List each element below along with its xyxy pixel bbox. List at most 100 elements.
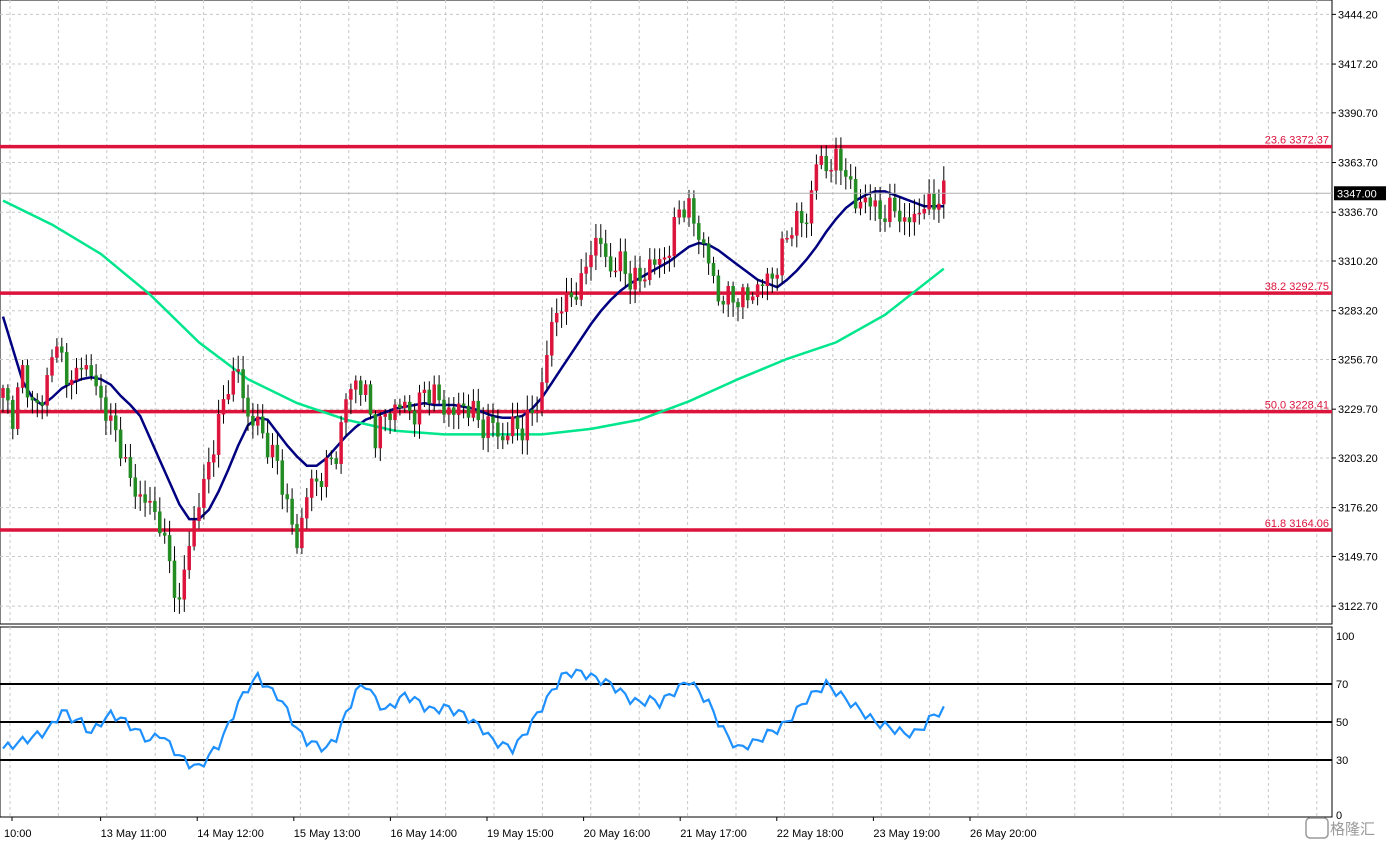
candle-body xyxy=(324,457,329,487)
price-tick-label: 3122.70 xyxy=(1338,601,1378,613)
candle-body xyxy=(466,405,471,418)
current-price-marker: 3347.00 xyxy=(0,186,1386,201)
candle-body xyxy=(721,300,726,305)
candle-body xyxy=(868,197,873,207)
candle-body xyxy=(275,444,280,461)
candle-body xyxy=(383,413,387,417)
candle-body xyxy=(461,403,466,407)
candle-body xyxy=(863,197,868,203)
candle-body xyxy=(187,545,191,571)
candle-body xyxy=(393,404,397,421)
price-axis: 3444.20 3417.20 3390.70 3363.70 3336.70 3310.… xyxy=(1332,9,1378,613)
candle-body xyxy=(505,435,510,441)
candle-body xyxy=(736,302,740,308)
candle-body xyxy=(902,217,907,222)
candle-body xyxy=(706,243,711,264)
candle-body xyxy=(530,409,534,414)
moving-average-line xyxy=(2,199,945,436)
watermark-logo-icon xyxy=(1305,817,1329,839)
candle-body xyxy=(809,190,814,224)
candle-body xyxy=(799,210,804,224)
candle-body xyxy=(412,410,417,425)
candle-body xyxy=(442,399,446,415)
candle-body xyxy=(824,155,828,172)
candle-body xyxy=(11,399,15,429)
candle-body xyxy=(535,410,539,414)
candle-body xyxy=(603,243,608,257)
candle-body xyxy=(456,403,461,415)
candle-body xyxy=(6,388,10,401)
candle-body xyxy=(613,270,618,273)
candle-body xyxy=(74,367,79,381)
candle-body xyxy=(657,258,662,265)
candle-body xyxy=(69,379,74,385)
price-tick-label: 3203.20 xyxy=(1338,453,1378,465)
time-tick-label: 26 May 20:00 xyxy=(970,828,1037,840)
price-tick-label: 3444.20 xyxy=(1338,9,1378,21)
candle-body xyxy=(432,384,436,404)
candle-body xyxy=(427,389,432,404)
candle-body xyxy=(628,273,632,290)
candle-body xyxy=(251,416,255,426)
candle-body xyxy=(643,279,647,282)
candle-body xyxy=(814,164,819,191)
price-tick-label: 3176.20 xyxy=(1338,503,1378,515)
candle-body xyxy=(344,399,348,423)
candle-body xyxy=(564,292,569,312)
candle-body xyxy=(197,507,201,521)
candle-body xyxy=(60,346,64,353)
candle-body xyxy=(638,267,642,282)
candle-body xyxy=(594,237,598,256)
candle-body xyxy=(491,416,495,423)
candle-body xyxy=(848,176,853,180)
price-tick-label: 3336.70 xyxy=(1338,207,1378,219)
time-tick-label: 20 May 16:00 xyxy=(584,828,651,840)
candle-body xyxy=(30,396,35,401)
candle-body xyxy=(844,170,848,177)
candle-body xyxy=(89,365,93,376)
candle-body xyxy=(123,457,128,459)
candle-body xyxy=(148,500,152,503)
candle-body xyxy=(104,397,108,421)
candle-body xyxy=(731,286,735,303)
candle-body xyxy=(623,251,628,274)
candle-body xyxy=(574,296,579,300)
candle-body xyxy=(579,273,583,300)
candle-body xyxy=(741,287,745,308)
fib-level-label: 38.2 3292.75 xyxy=(1265,281,1329,293)
fib-level-label: 50.0 3228.41 xyxy=(1265,400,1329,412)
candle-body xyxy=(280,460,285,495)
candle-body xyxy=(79,367,84,370)
candle-body xyxy=(403,401,407,409)
candle-body xyxy=(285,494,289,500)
candle-body xyxy=(113,415,118,431)
candle-body xyxy=(760,284,765,286)
candle-body xyxy=(236,369,240,372)
candle-body xyxy=(221,399,226,415)
candle-body xyxy=(290,498,294,525)
candle-body xyxy=(648,259,652,280)
candle-body xyxy=(177,597,182,600)
candle-body xyxy=(501,436,505,441)
fib-level-label: 23.6 3372.37 xyxy=(1265,135,1329,147)
candle-body xyxy=(260,416,265,434)
candle-body xyxy=(378,416,383,449)
candle-body xyxy=(363,384,368,395)
candle-body xyxy=(942,180,946,205)
candle-body xyxy=(682,209,686,218)
candle-body xyxy=(927,193,931,210)
candle-body xyxy=(726,286,730,305)
time-tick-label: 16 May 14:00 xyxy=(390,828,457,840)
candle-body xyxy=(437,384,441,401)
candle-body xyxy=(515,416,520,430)
candle-body xyxy=(40,402,44,406)
candle-body xyxy=(358,380,363,395)
candle-body xyxy=(554,312,559,323)
candle-body xyxy=(192,520,196,547)
candle-body xyxy=(329,457,334,460)
candle-body xyxy=(309,478,314,498)
candle-body xyxy=(388,413,392,421)
candle-body xyxy=(907,217,912,223)
candle-body xyxy=(265,432,270,458)
candle-body xyxy=(893,197,897,212)
